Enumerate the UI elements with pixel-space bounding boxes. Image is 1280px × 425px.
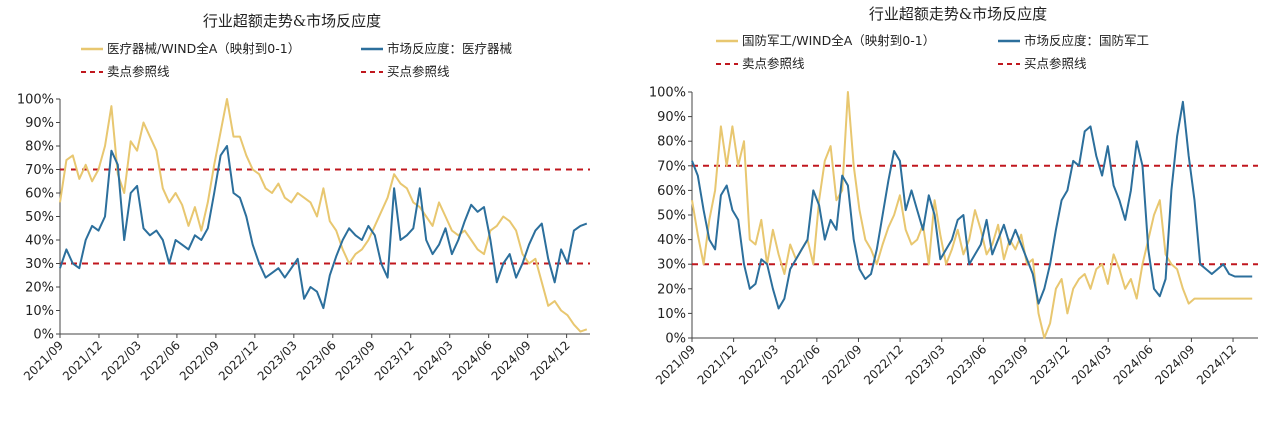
y-tick-label: 80% [25,140,54,155]
y-tick-label: 30% [657,258,686,273]
x-tick-label: 2022/03 [736,342,781,387]
x-tick-label: 2021/09 [653,342,698,387]
y-tick-label: 50% [657,209,686,224]
y-tick-label: 90% [25,116,54,131]
y-tick-label: 100% [17,93,54,108]
legend-label-series1: 医疗器械/WIND全A（映射到0-1） [107,41,300,56]
y-tick-label: 20% [657,282,686,297]
y-tick-label: 20% [25,281,54,296]
legend-label-series2: 市场反应度：国防军工 [1024,33,1149,48]
x-tick-label: 2023/12 [372,338,417,383]
x-tick-label: 2024/03 [1069,342,1114,387]
y-tick-label: 60% [25,187,54,202]
x-tick-label: 2022/03 [99,338,144,383]
x-tick-label: 2023/09 [986,342,1031,387]
x-tick-label: 2024/09 [489,338,534,383]
x-tick-label: 2022/06 [778,342,823,387]
y-tick-label: 40% [657,233,686,248]
x-tick-label: 2022/12 [216,338,261,383]
x-tick-label: 2022/09 [177,338,222,383]
chart-title: 行业超额走势&市场反应度 [869,5,1047,23]
x-tick-label: 2022/12 [861,342,906,387]
x-tick-label: 2021/12 [60,338,105,383]
x-tick-label: 2023/06 [294,338,339,383]
y-tick-label: 0% [665,332,686,347]
x-tick-label: 2024/06 [450,338,495,383]
x-tick-label: 2023/03 [255,338,300,383]
legend-label-series2: 市场反应度：医疗器械 [387,41,513,56]
y-tick-label: 70% [25,163,54,178]
legend-label-series1: 国防军工/WIND全A（映射到0-1） [742,33,935,48]
series-line-excess-return [59,98,588,333]
series-line-market-response [59,145,588,310]
series-line-market-response [691,100,1253,310]
x-tick-label: 2024/09 [1152,342,1197,387]
legend-label-sell-line: 卖点参照线 [107,64,170,79]
x-tick-label: 2021/09 [21,338,66,383]
y-tick-label: 10% [25,304,54,319]
y-tick-label: 60% [657,184,686,199]
y-tick-label: 0% [33,328,54,343]
y-tick-label: 100% [649,86,686,101]
x-tick-label: 2022/06 [138,338,183,383]
x-tick-label: 2024/03 [411,338,456,383]
y-tick-label: 40% [25,234,54,249]
chart-title: 行业超额走势&市场反应度 [203,12,381,30]
x-tick-label: 2024/12 [528,338,573,383]
x-tick-label: 2021/12 [695,342,740,387]
x-tick-label: 2023/09 [333,338,378,383]
x-tick-label: 2023/06 [944,342,989,387]
legend-label-buy-line: 买点参照线 [1024,56,1087,71]
x-tick-label: 2023/03 [903,342,948,387]
x-tick-label: 2024/06 [1111,342,1156,387]
x-tick-label: 2023/12 [1028,342,1073,387]
legend-label-sell-line: 卖点参照线 [742,56,805,71]
y-tick-label: 70% [657,159,686,174]
x-tick-label: 2022/09 [819,342,864,387]
x-tick-label: 2024/12 [1194,342,1239,387]
y-tick-label: 30% [25,257,54,272]
legend-label-buy-line: 买点参照线 [387,64,450,79]
y-tick-label: 90% [657,110,686,125]
series-line-excess-return [691,91,1253,339]
y-tick-label: 10% [657,307,686,322]
y-tick-label: 80% [657,135,686,150]
y-tick-label: 50% [25,210,54,225]
